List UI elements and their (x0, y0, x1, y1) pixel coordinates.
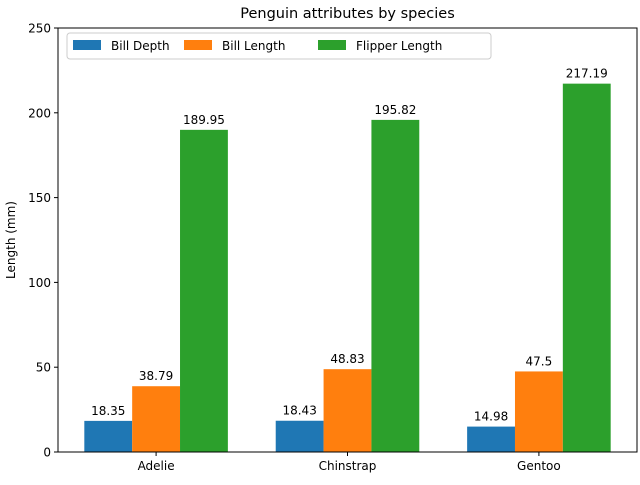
y-tick-label: 100 (28, 276, 51, 290)
legend-label: Bill Length (222, 39, 285, 53)
bar (514, 371, 563, 452)
bar (371, 119, 420, 452)
x-tick-label: Adelie (138, 459, 175, 473)
y-tick-label: 250 (28, 22, 51, 36)
y-axis-label: Length (mm) (4, 201, 18, 279)
legend-label: Flipper Length (356, 39, 442, 53)
y-tick-label: 0 (43, 446, 51, 460)
y-tick-label: 50 (36, 361, 51, 375)
data-label: 217.19 (566, 67, 608, 81)
bar (275, 420, 324, 452)
data-label: 48.83 (330, 352, 364, 366)
chart-title: Penguin attributes by species (240, 6, 455, 22)
bar (323, 369, 372, 452)
data-label: 18.43 (282, 404, 316, 418)
axes-frame (57, 27, 638, 453)
bar (132, 386, 181, 452)
legend-box (66, 32, 492, 60)
legend-label: Bill Depth (111, 39, 170, 53)
bar (180, 129, 228, 453)
legend: Bill Depth Bill Length Flipper Length (66, 32, 492, 60)
data-label: 47.5 (526, 354, 553, 368)
bar (467, 426, 515, 452)
x-tick-label: Gentoo (517, 459, 561, 473)
data-label: 195.82 (374, 103, 416, 117)
legend-swatch (184, 40, 212, 50)
data-label: 14.98 (474, 410, 508, 424)
data-label: 18.35 (91, 404, 125, 418)
bar (562, 83, 611, 453)
y-tick-label: 200 (28, 106, 51, 120)
legend-swatch (318, 40, 346, 50)
legend-swatch (73, 40, 101, 50)
x-tick-label: Chinstrap (319, 459, 377, 473)
data-label: 189.95 (183, 113, 225, 127)
data-label: 38.79 (139, 369, 173, 383)
y-tick-label: 150 (28, 191, 51, 205)
bar (84, 420, 133, 452)
